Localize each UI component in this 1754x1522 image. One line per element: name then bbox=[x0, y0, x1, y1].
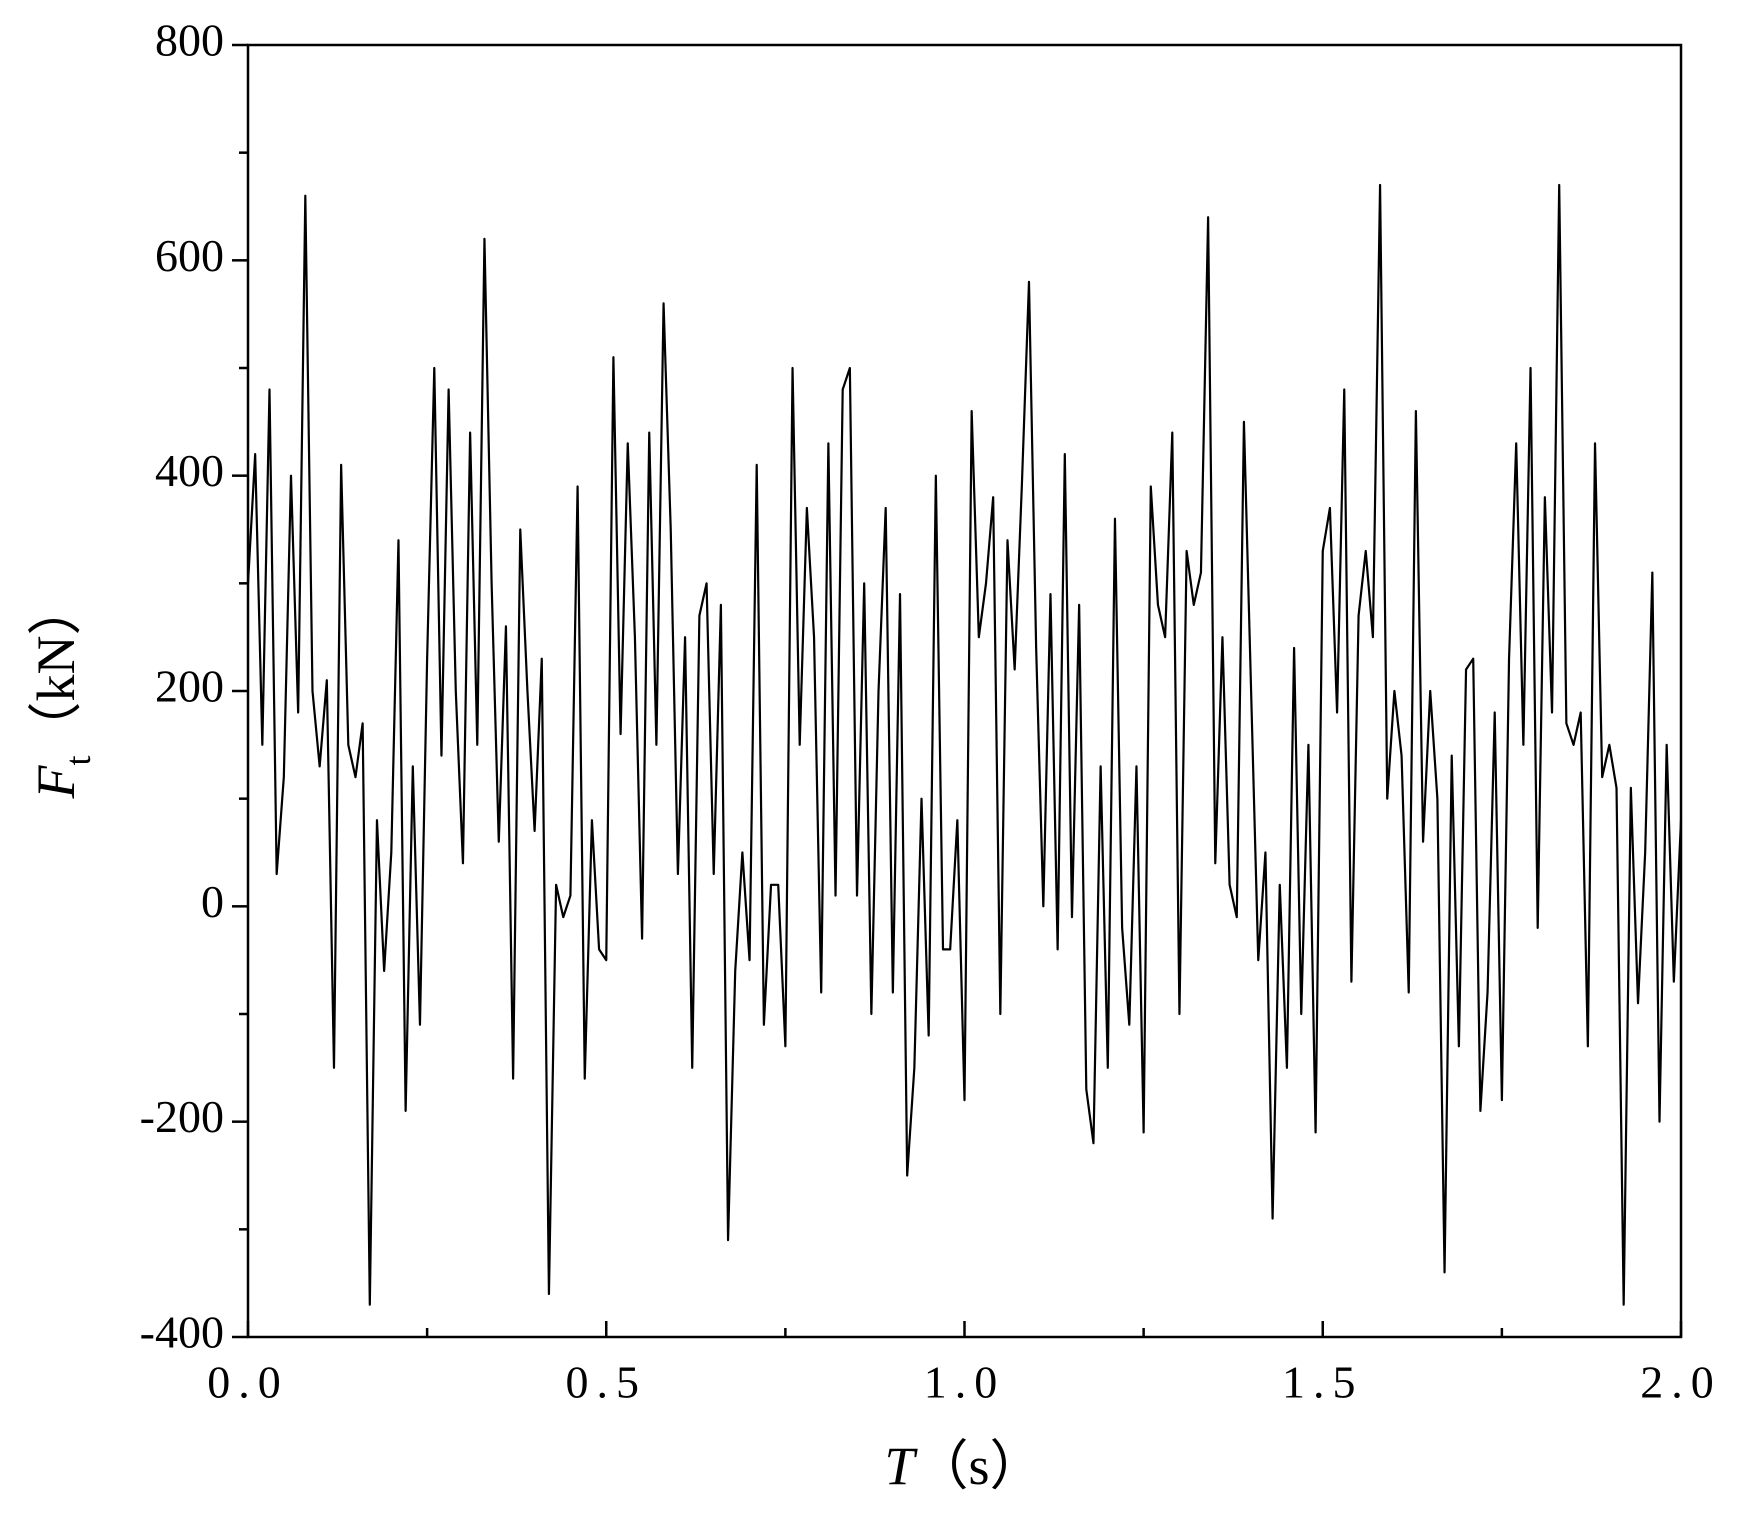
y-label-symbol: F bbox=[26, 765, 86, 800]
x-tick-label: 1.5 bbox=[1282, 1357, 1364, 1408]
y-tick-label: -200 bbox=[140, 1091, 224, 1142]
y-tick-label: -400 bbox=[140, 1307, 224, 1358]
y-axis-label: Ft（kN） bbox=[26, 581, 98, 799]
x-tick-label: 2.0 bbox=[1640, 1357, 1722, 1408]
y-tick-label: 400 bbox=[155, 445, 224, 496]
x-tick-label: 0.0 bbox=[207, 1357, 289, 1408]
y-tick-label: 200 bbox=[155, 661, 224, 712]
y-label-unit: （kN） bbox=[26, 581, 86, 755]
y-tick-label: 600 bbox=[155, 230, 224, 281]
data-line bbox=[246, 183, 1683, 1306]
x-label-unit: （s） bbox=[915, 1436, 1044, 1496]
y-tick-label: 800 bbox=[155, 15, 224, 66]
x-tick-label: 0.5 bbox=[566, 1357, 648, 1408]
y-tick-label: 0 bbox=[201, 876, 224, 927]
y-label-subscript: t bbox=[58, 755, 98, 765]
x-axis-label: T（s） bbox=[884, 1436, 1043, 1496]
x-label-symbol: T bbox=[884, 1436, 918, 1496]
x-tick-label: 1.0 bbox=[924, 1357, 1006, 1408]
